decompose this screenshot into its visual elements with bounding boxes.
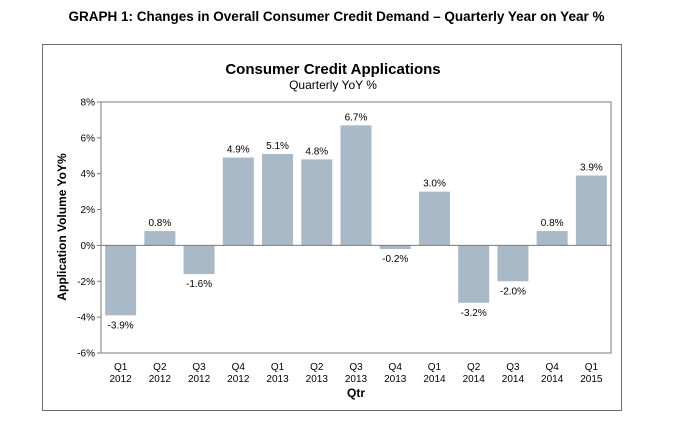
bar-series (105, 125, 607, 316)
y-axis: 8% 6% 4% 2% 0% -2% -4% -6% (77, 98, 101, 360)
data-label: -1.6% (186, 279, 212, 290)
y-tick-label: 2% (81, 205, 96, 216)
data-label: -3.2% (461, 308, 487, 319)
data-label: 4.8% (305, 146, 328, 157)
bar (536, 231, 568, 246)
x-tick-label: Q1 2013 (266, 362, 289, 385)
bar (222, 157, 254, 246)
bar (105, 245, 137, 316)
data-label: 5.1% (266, 141, 289, 152)
data-label: -0.2% (382, 254, 408, 265)
bar (262, 153, 294, 246)
y-axis-title: Application Volume YoY% (55, 153, 69, 301)
bar (379, 245, 411, 250)
chart-subtitle: Quarterly YoY % (289, 78, 377, 92)
bar (458, 245, 490, 303)
y-tick-label: -6% (77, 349, 95, 360)
bar (301, 159, 333, 246)
data-label: 0.8% (148, 218, 171, 229)
x-tick-label: Q2 2012 (149, 362, 172, 385)
bar (340, 125, 372, 246)
y-tick-label: 0% (81, 241, 96, 252)
x-tick-label: Q3 2012 (188, 362, 211, 385)
bar (497, 245, 529, 282)
y-tick-label: -2% (77, 277, 95, 288)
bar (183, 245, 215, 275)
x-tick-label: Q4 2012 (227, 362, 250, 385)
x-tick-label: Q1 2014 (423, 362, 446, 385)
bar (575, 175, 607, 246)
x-tick-label: Q1 2012 (109, 362, 132, 385)
x-tick-label: Q3 2014 (502, 362, 525, 385)
data-label: 3.9% (580, 163, 603, 174)
y-tick-label: 8% (81, 98, 96, 109)
x-tick-label: Q2 2014 (463, 362, 486, 385)
data-label: 0.8% (541, 218, 564, 229)
x-tick-label: Q4 2014 (541, 362, 564, 385)
bar (418, 191, 450, 246)
data-label: 6.7% (345, 112, 368, 123)
x-axis-title: Qtr (347, 386, 365, 400)
x-axis: Q1 2012 Q2 2012 Q3 2012 Q4 2012 Q1 2013 Q2 2013 Q3 20… (109, 362, 602, 385)
x-tick-label: Q1 2015 (580, 362, 603, 385)
data-label: 4.9% (227, 145, 250, 156)
x-tick-label: Q4 2013 (384, 362, 407, 385)
x-tick-label: Q3 2013 (345, 362, 368, 385)
page-heading: GRAPH 1: Changes in Overall Consumer Cre… (68, 9, 605, 24)
bar (144, 231, 176, 246)
y-tick-label: 6% (81, 133, 96, 144)
x-tick-label: Q2 2013 (306, 362, 329, 385)
chart-title: Consumer Credit Applications (225, 61, 440, 78)
data-label: -2.0% (500, 286, 526, 297)
y-tick-label: 4% (81, 169, 96, 180)
y-tick-label: -4% (77, 313, 95, 324)
data-label: -3.9% (108, 320, 134, 331)
data-label: 3.0% (423, 179, 446, 190)
data-labels: -3.9% 0.8% -1.6% 4.9% 5.1% 4.8% 6.7% -0.2% 3.0% -… (108, 112, 603, 331)
